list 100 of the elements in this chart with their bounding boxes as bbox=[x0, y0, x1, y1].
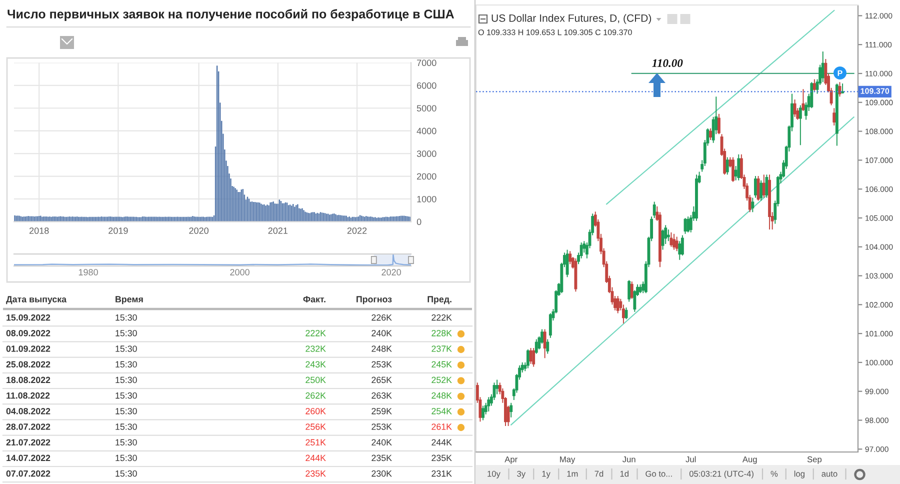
candlestick bbox=[821, 51, 824, 83]
text: O 109.333 H 109.653 L 109.305 C 109.370 bbox=[478, 29, 632, 36]
candlestick bbox=[717, 113, 720, 135]
candlestick bbox=[737, 154, 740, 181]
data-label: 244K bbox=[432, 439, 452, 446]
y-tick-label: 3000 bbox=[416, 150, 436, 157]
data-label: 253K bbox=[372, 361, 392, 368]
text: 1m bbox=[567, 470, 578, 477]
series-label: 110.00 bbox=[652, 59, 683, 68]
x-tick-label: 1980 bbox=[78, 269, 98, 276]
candlestick bbox=[841, 83, 844, 94]
candlestick bbox=[756, 176, 760, 202]
candlestick bbox=[832, 108, 836, 126]
text: 1y bbox=[542, 470, 550, 478]
data-label: 252K bbox=[432, 376, 452, 384]
data-label: 259K bbox=[372, 408, 392, 414]
data-label: 240K bbox=[372, 439, 392, 446]
data-label: 235K bbox=[306, 470, 326, 477]
text: Дата выпуска bbox=[6, 296, 67, 304]
chart-title: Число первичных заявок на получение пособий по безработице в США bbox=[8, 9, 454, 21]
data-label: 15:30 bbox=[116, 454, 137, 462]
candlestick bbox=[628, 280, 631, 302]
x-tick-label: 2020 bbox=[189, 227, 208, 234]
data-label: 262K bbox=[306, 392, 326, 399]
text: Факт. bbox=[303, 296, 326, 302]
candlestick bbox=[675, 236, 678, 252]
data-label: 230K bbox=[372, 470, 392, 477]
category-label: 18.08.2022 bbox=[6, 376, 50, 384]
text: auto bbox=[822, 471, 838, 477]
data-label: 235K bbox=[432, 454, 452, 462]
data-label: 222K bbox=[432, 314, 452, 321]
candlestick bbox=[482, 405, 484, 421]
candlestick bbox=[793, 99, 796, 118]
candlestick bbox=[762, 174, 766, 198]
candlestick bbox=[732, 156, 734, 182]
category-label: 21.07.2022 bbox=[6, 439, 50, 446]
candlestick bbox=[529, 347, 532, 364]
category-label: 04.08.2022 bbox=[6, 408, 50, 414]
y-tick-label: 6000 bbox=[417, 82, 436, 89]
x-tick-label: 2022 bbox=[347, 227, 367, 234]
data-label: 260K bbox=[306, 408, 326, 414]
legend-label: Время bbox=[116, 296, 143, 304]
data-label: 248K bbox=[432, 392, 452, 399]
candlestick bbox=[760, 180, 763, 202]
data-label: 256K bbox=[306, 424, 326, 430]
data-label: 226K bbox=[372, 314, 392, 321]
candlestick bbox=[835, 83, 838, 146]
candlestick bbox=[652, 201, 656, 218]
text: Go to... bbox=[646, 470, 672, 477]
ref-line-label: 109.370 bbox=[860, 88, 890, 94]
candlestick bbox=[798, 104, 802, 146]
data-label: 15:30 bbox=[116, 361, 137, 368]
data-label: 243K bbox=[306, 361, 326, 368]
data-label: 15:30 bbox=[116, 314, 137, 321]
category-label: 14.07.2022 bbox=[6, 454, 50, 462]
y-tick-label: 0 bbox=[416, 218, 422, 226]
data-label: 15:30 bbox=[116, 392, 137, 399]
candlestick bbox=[566, 249, 569, 278]
text: 1d bbox=[620, 470, 628, 477]
candlestick bbox=[810, 82, 814, 109]
x-tick-label: 2021 bbox=[268, 227, 288, 234]
text: 05:03:21 (UTC-4) bbox=[689, 470, 754, 478]
data-label: 15:30 bbox=[116, 424, 137, 430]
data-label: 231K bbox=[432, 470, 452, 477]
data-label: 235K bbox=[372, 454, 392, 462]
candlestick bbox=[661, 229, 664, 250]
data-label: 254K bbox=[432, 408, 452, 414]
data-label: 263K bbox=[372, 392, 392, 399]
category-label: 15.09.2022 bbox=[6, 314, 50, 321]
x-tick-label: May bbox=[560, 456, 576, 464]
x-tick-label: Aug bbox=[742, 456, 757, 464]
category-label: 01.09.2022 bbox=[6, 346, 50, 352]
category-label: 08.09.2022 bbox=[6, 330, 50, 336]
text: 3y bbox=[517, 470, 526, 478]
category-label: 25.08.2022 bbox=[6, 361, 50, 368]
text: log bbox=[794, 470, 804, 478]
candlestick bbox=[568, 250, 572, 265]
data-label: 15:30 bbox=[116, 376, 137, 384]
x-tick-label: 2000 bbox=[230, 269, 250, 276]
candlestick bbox=[670, 232, 673, 248]
candlestick bbox=[680, 234, 684, 256]
data-label: 232K bbox=[306, 346, 326, 352]
candlestick bbox=[686, 216, 690, 233]
candlestick bbox=[638, 284, 642, 294]
candlestick bbox=[532, 347, 536, 368]
text: % bbox=[770, 470, 778, 477]
legend-label: Пред. bbox=[428, 296, 452, 304]
x-tick-label: 2020 bbox=[382, 269, 401, 276]
data-label: 222K bbox=[306, 330, 326, 336]
candlestick bbox=[546, 338, 550, 354]
data-label: 248K bbox=[372, 346, 392, 352]
text: US Dollar Index Futures, D, (CFD) bbox=[492, 14, 652, 24]
candlestick bbox=[802, 88, 805, 112]
category-label: 28.07.2022 bbox=[6, 424, 50, 430]
candlestick bbox=[726, 156, 729, 176]
candlestick bbox=[534, 338, 538, 354]
data-label: 261K bbox=[432, 424, 452, 430]
candlestick bbox=[709, 128, 712, 140]
candlestick bbox=[695, 174, 698, 222]
data-label: 253K bbox=[372, 424, 392, 430]
